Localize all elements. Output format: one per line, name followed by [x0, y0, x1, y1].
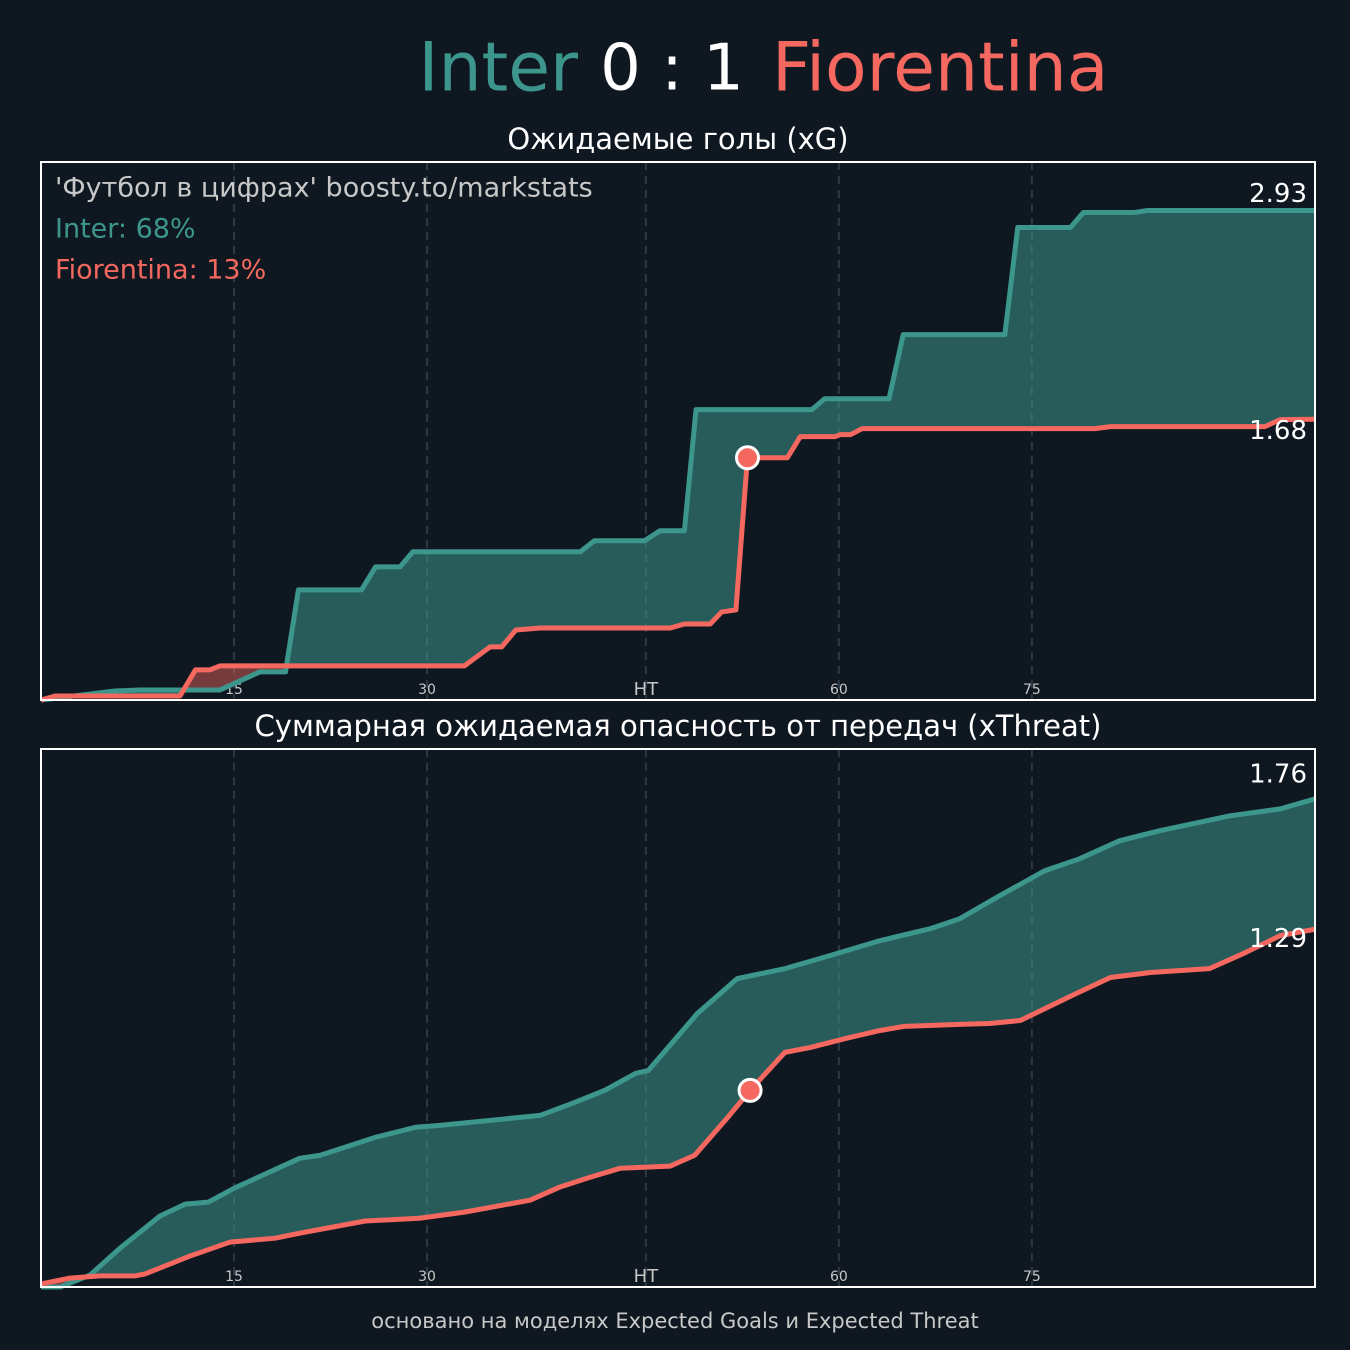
x-tick-label: 15 [225, 1269, 243, 1285]
annotation: Fiorentina: 13% [55, 255, 266, 286]
x-tick-label: 60 [830, 682, 848, 698]
chart-subtitle: Ожидаемые голы (xG) [507, 122, 848, 156]
goal-marker [734, 445, 760, 471]
x-tick-label: 60 [830, 1269, 848, 1285]
annotation: 'Футбол в цифрах' boosty.to/markstats [55, 173, 593, 204]
x-tick-label: 30 [418, 1269, 436, 1285]
x-tick-label: HT [634, 679, 660, 700]
score: 0 : 1 [600, 32, 744, 106]
home-team: Inter [418, 29, 578, 108]
chart-subtitle: Суммарная ожидаемая опасность от передач… [255, 709, 1102, 743]
end-value-label: 1.68 [1249, 416, 1307, 446]
series-line [40, 926, 1316, 1287]
x-tick-label: 30 [418, 682, 436, 698]
plot-frame [40, 748, 1316, 1288]
x-tick-label: 75 [1023, 682, 1041, 698]
x-tick-label: HT [634, 1266, 660, 1287]
series-line [40, 207, 1315, 703]
away-team: Fiorentina [772, 29, 1108, 108]
series-line [40, 416, 1316, 703]
series-line [41, 796, 1316, 1290]
end-value-label: 1.29 [1249, 924, 1307, 954]
x-tick-label: 75 [1023, 1269, 1041, 1285]
footer: основано на моделях Expected Goals и Exp… [371, 1309, 978, 1333]
plot-frame [40, 161, 1316, 701]
goal-marker [737, 1077, 763, 1103]
annotation: Inter: 68% [55, 214, 196, 245]
end-value-label: 2.93 [1249, 179, 1307, 209]
end-value-label: 1.76 [1249, 759, 1307, 789]
